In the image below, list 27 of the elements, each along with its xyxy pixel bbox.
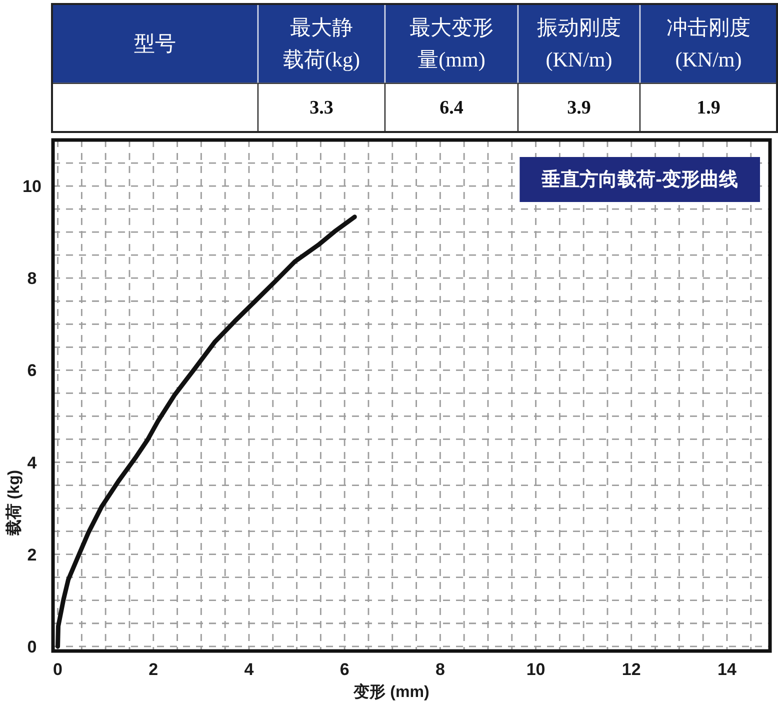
x-tick-label: 8 xyxy=(435,660,445,678)
data-label: 6.4 xyxy=(440,97,464,118)
x-tick-label: 0 xyxy=(53,660,63,678)
y-tick-label: 10 xyxy=(22,176,42,196)
y-tick-label: 2 xyxy=(27,544,37,564)
x-tick-label: 14 xyxy=(718,660,737,678)
line-series xyxy=(56,214,357,649)
y-axis-title: 载荷 (kg) xyxy=(4,470,22,537)
y-tick-label: 6 xyxy=(27,360,37,380)
y-tick-label: 8 xyxy=(27,268,37,288)
x-tick-label: 10 xyxy=(526,660,546,678)
category-label: 最大变形量(mm) xyxy=(410,16,494,72)
data-label: 3.3 xyxy=(310,97,334,118)
x-tick-label: 2 xyxy=(148,660,158,678)
x-tick-label: 6 xyxy=(340,660,350,678)
y-tick-label: 4 xyxy=(27,452,38,472)
x-tick-label: 12 xyxy=(622,660,641,678)
y-tick-label: 0 xyxy=(27,636,37,656)
x-tick-label: 4 xyxy=(244,660,254,678)
category-label: 振动刚度(KN/m) xyxy=(537,16,621,72)
text: 垂直方向载荷-变形曲线 xyxy=(540,168,738,190)
category-label: 冲击刚度(KN/m) xyxy=(666,16,750,72)
x-axis-title: 变形 (mm) xyxy=(352,682,430,700)
data-label: 1.9 xyxy=(696,97,720,118)
category-label: 型号 xyxy=(134,32,176,56)
data-label: 3.9 xyxy=(567,97,591,118)
category-label: 最大静载荷(kg) xyxy=(283,16,360,72)
